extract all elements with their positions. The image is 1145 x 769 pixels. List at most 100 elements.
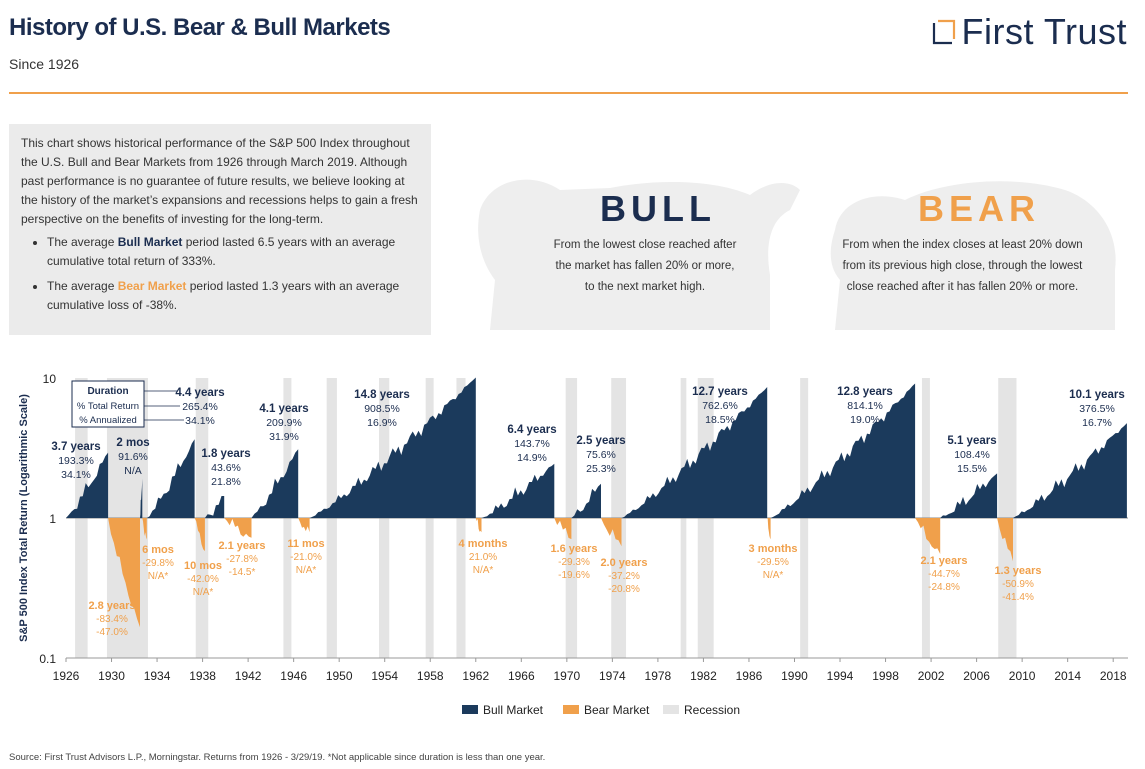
bear-label-annualized: -19.6% xyxy=(558,570,590,581)
bear-market-area xyxy=(108,518,140,628)
bull-label-annualized: 18.5% xyxy=(705,414,735,426)
bear-market-area xyxy=(194,518,205,552)
bear-label-annualized: N/A* xyxy=(296,565,317,576)
bull-market-area xyxy=(481,463,555,518)
bullet-text: period lasted 1.3 years with an average … xyxy=(47,279,400,312)
bull-label-return: 209.9% xyxy=(266,417,302,429)
bull-label-duration: 2 mos xyxy=(116,437,149,449)
x-tick-label: 2006 xyxy=(963,669,990,683)
x-tick-label: 1938 xyxy=(189,669,216,683)
bull-market-area xyxy=(621,387,768,518)
bull-label-annualized: 14.9% xyxy=(517,452,547,464)
bear-label-annualized: N/A* xyxy=(148,571,169,582)
bull-market-area xyxy=(66,452,109,518)
bull-market-area xyxy=(1013,423,1127,518)
bull-label-duration: 14.8 years xyxy=(354,389,410,401)
bull-market-keyword: Bull Market xyxy=(117,235,183,249)
bull-label-annualized: 16.9% xyxy=(367,417,397,429)
duration-key-return: % Total Return xyxy=(77,401,139,412)
x-tick-label: 1974 xyxy=(599,669,626,683)
bear-label-annualized: N/A* xyxy=(473,565,494,576)
x-tick-label: 1958 xyxy=(417,669,444,683)
bear-label-return: -83.4% xyxy=(96,614,128,625)
x-tick-label: 1986 xyxy=(736,669,763,683)
x-tick-label: 1954 xyxy=(371,669,398,683)
intro-panel: This chart shows historical performance … xyxy=(9,124,431,335)
bear-label-duration: 10 mos xyxy=(184,560,222,572)
bear-label-duration: 1.6 years xyxy=(550,543,597,555)
y-tick-label: 0.1 xyxy=(39,652,56,666)
definitions-panel: BULL From the lowest close reached after… xyxy=(470,150,1130,330)
header-divider xyxy=(9,92,1128,94)
duration-key-title: Duration xyxy=(87,386,128,397)
x-tick-label: 1926 xyxy=(53,669,80,683)
bear-label-return: -29.5% xyxy=(757,557,789,568)
y-tick-label: 1 xyxy=(49,512,56,526)
bear-label-duration: 11 mos xyxy=(287,538,324,550)
legend-swatch xyxy=(462,705,478,714)
duration-key-annualized: % Annualized xyxy=(79,415,137,426)
bear-label-return: -21.0% xyxy=(290,552,322,563)
intro-paragraph: This chart shows historical performance … xyxy=(21,136,418,226)
bear-label-duration: 1.3 years xyxy=(994,565,1041,577)
legend-label: Bear Market xyxy=(584,703,650,717)
page-title: History of U.S. Bear & Bull Markets xyxy=(9,14,391,41)
bear-definition-line: close reached after it has fallen 20% or… xyxy=(846,281,1079,293)
bear-label-annualized: -20.8% xyxy=(608,584,640,595)
bullet-bull-average: The average Bull Market period lasted 6.… xyxy=(47,233,419,271)
bear-silhouette-icon xyxy=(830,181,1116,330)
bull-definition-line: From the lowest close reached after xyxy=(553,239,737,251)
bear-market-area xyxy=(224,518,252,538)
intro-bullets: The average Bull Market period lasted 6.… xyxy=(21,233,419,315)
bear-label-duration: 6 mos xyxy=(142,544,174,556)
y-axis-label: S&P 500 Index Total Return (Logarithmic … xyxy=(18,394,30,642)
bracket-square-icon xyxy=(932,19,955,45)
bull-bear-chart: 10 1 0.1 1926 1930 1934 1938 1942 1946 1950 1954 19… xyxy=(18,372,1128,717)
bear-label-duration: 2.0 years xyxy=(600,557,647,569)
bullet-text: The average xyxy=(47,279,118,293)
bull-label-return: 814.1% xyxy=(847,400,883,412)
bull-label-annualized: N/A xyxy=(124,465,142,477)
bear-label-duration: 2.8 years xyxy=(88,600,135,612)
bear-label-return: 21.0% xyxy=(469,552,497,563)
bull-market-area xyxy=(309,377,476,518)
source-note: Source: First Trust Advisors L.P., Morni… xyxy=(9,752,546,763)
legend-label: Bull Market xyxy=(483,703,544,717)
x-tick-label: 1998 xyxy=(872,669,899,683)
bear-market-area xyxy=(475,518,482,533)
bull-definition: From the lowest close reached after the … xyxy=(550,235,740,298)
bull-label-return: 376.5% xyxy=(1079,403,1115,415)
bear-market-area xyxy=(915,518,941,554)
bull-label-annualized: 34.1% xyxy=(185,415,215,427)
bear-market-area xyxy=(142,518,147,540)
bear-label-return: -27.8% xyxy=(226,554,258,565)
bull-label-duration: 12.8 years xyxy=(837,386,893,398)
x-tick-label: 1990 xyxy=(781,669,808,683)
bullet-bear-average: The average Bear Market period lasted 1.… xyxy=(47,277,419,315)
bull-label-duration: 4.1 years xyxy=(259,403,308,415)
bear-label-return: -37.2% xyxy=(608,571,640,582)
bull-market-area xyxy=(571,483,601,518)
bull-label-return: 908.5% xyxy=(364,403,400,415)
bull-market-area xyxy=(251,449,299,518)
bull-label-return: 43.6% xyxy=(211,462,241,474)
x-tick-label: 1978 xyxy=(645,669,672,683)
bull-label-return: 143.7% xyxy=(514,438,550,450)
bull-label-return: 762.6% xyxy=(702,400,738,412)
bear-label-annualized: -14.5* xyxy=(229,567,256,578)
bull-label-return: 75.6% xyxy=(586,449,616,461)
bear-market-area xyxy=(601,518,622,547)
legend-swatch xyxy=(563,705,579,714)
bull-label-duration: 3.7 years xyxy=(51,441,100,453)
bear-market-area xyxy=(554,518,572,540)
x-tick-label: 1930 xyxy=(98,669,125,683)
bear-label-annualized: N/A* xyxy=(193,587,214,598)
bear-label-annualized: -47.0% xyxy=(96,627,128,638)
x-tick-label: 2014 xyxy=(1054,669,1081,683)
bear-definition-line: from its previous high close, through th… xyxy=(842,260,1083,272)
bull-label-return: 193.3% xyxy=(58,455,94,467)
legend-label: Recession xyxy=(684,703,740,717)
bear-market-keyword: Bear Market xyxy=(117,279,187,293)
bull-label-annualized: 25.3% xyxy=(586,463,616,475)
bear-label-return: -42.0% xyxy=(187,574,219,585)
